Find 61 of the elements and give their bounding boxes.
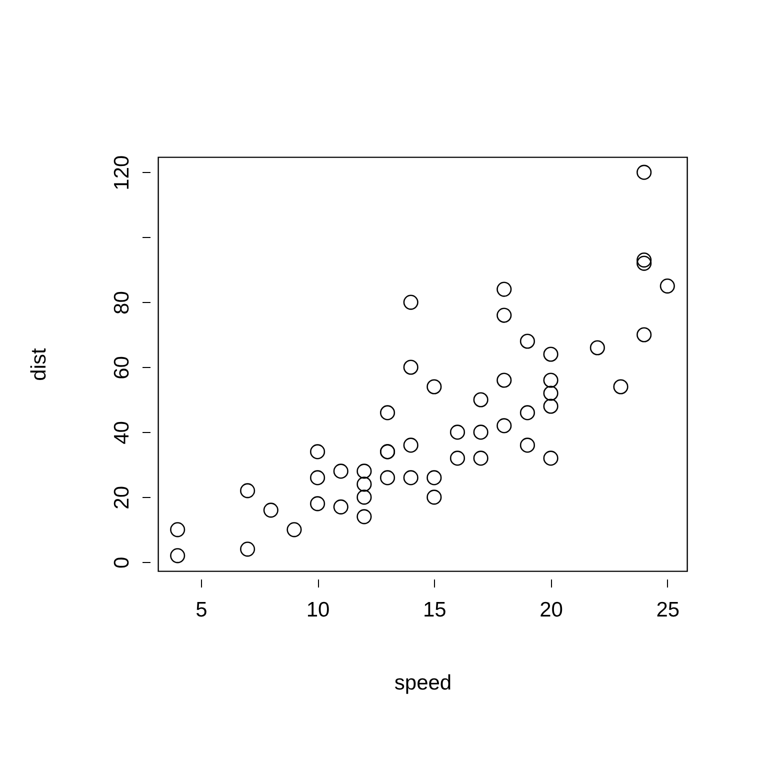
point: [310, 444, 326, 460]
point: [473, 392, 488, 408]
point: [356, 490, 372, 505]
point: [450, 450, 466, 466]
y-tick-label: 60: [110, 356, 134, 380]
x-tick-label: 15: [422, 598, 446, 622]
point: [543, 386, 558, 401]
point: [426, 379, 442, 394]
y-tick-label: 80: [110, 291, 134, 314]
point: [240, 483, 256, 498]
point: [660, 278, 675, 294]
point: [403, 438, 418, 453]
x-tick-label: 20: [540, 598, 563, 622]
point: [333, 464, 348, 479]
point: [543, 372, 558, 388]
point: [496, 282, 512, 297]
point: [520, 405, 535, 420]
point: [170, 522, 186, 538]
point: [380, 405, 396, 420]
point: [403, 470, 418, 486]
point: [496, 418, 512, 434]
point: [450, 424, 466, 440]
point: [403, 360, 418, 375]
point: [286, 522, 302, 538]
point: [403, 294, 418, 310]
y-tick-label: 0: [110, 556, 134, 569]
point: [636, 327, 652, 342]
point: [380, 470, 396, 486]
point: [636, 252, 652, 268]
point: [543, 346, 558, 362]
point: [590, 340, 605, 356]
x-tick-label: 25: [656, 598, 680, 622]
point: [310, 470, 326, 486]
point: [240, 542, 256, 557]
point: [170, 548, 186, 564]
y-axis-title: dist: [28, 348, 50, 381]
y-tick-label: 120: [110, 155, 134, 190]
point: [333, 499, 348, 514]
point: [613, 379, 628, 394]
point: [310, 496, 326, 512]
point: [520, 334, 535, 349]
point: [543, 450, 558, 466]
x-tick-label: 10: [306, 598, 330, 622]
point: [473, 424, 488, 440]
y-tick-label: 40: [110, 421, 134, 444]
x-axis-title: speed: [394, 672, 452, 694]
y-tick-label: 20: [110, 486, 134, 510]
point: [543, 398, 558, 414]
point: [636, 256, 652, 271]
point: [520, 438, 535, 453]
point: [263, 502, 278, 518]
point: [636, 164, 652, 180]
point: [426, 470, 442, 486]
x-tick-label: 5: [196, 598, 208, 622]
point: [356, 509, 372, 524]
point: [426, 490, 442, 505]
point: [496, 308, 512, 323]
point: [473, 450, 488, 466]
point: [356, 464, 372, 479]
point: [356, 476, 372, 492]
point: [496, 372, 512, 388]
